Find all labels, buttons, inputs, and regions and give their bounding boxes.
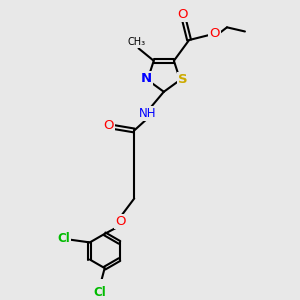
- Text: O: O: [115, 214, 126, 228]
- Text: N: N: [141, 72, 152, 85]
- Text: O: O: [209, 27, 220, 40]
- Text: CH₃: CH₃: [127, 37, 146, 47]
- Text: NH: NH: [139, 106, 157, 120]
- Text: Cl: Cl: [93, 286, 106, 299]
- Text: O: O: [178, 8, 188, 21]
- Text: Cl: Cl: [58, 232, 70, 245]
- Text: O: O: [103, 119, 113, 132]
- Text: S: S: [178, 74, 188, 86]
